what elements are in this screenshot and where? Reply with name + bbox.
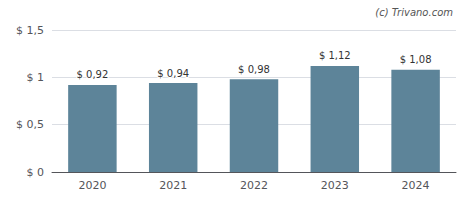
svg-text:$ 1,5: $ 1,5 [16,24,44,37]
svg-text:2020: 2020 [78,179,106,192]
svg-text:$ 0,94: $ 0,94 [157,68,189,79]
svg-text:$ 1: $ 1 [27,71,45,84]
svg-text:2022: 2022 [240,179,268,192]
svg-text:2024: 2024 [402,179,430,192]
svg-text:2021: 2021 [159,179,187,192]
svg-text:$ 0,92: $ 0,92 [76,69,108,80]
svg-text:$ 1,12: $ 1,12 [319,50,351,61]
svg-text:$ 0,98: $ 0,98 [238,64,270,75]
svg-text:2023: 2023 [321,179,349,192]
svg-text:$ 0,5: $ 0,5 [16,118,44,131]
svg-text:$ 1,08: $ 1,08 [400,54,432,65]
svg-text:$ 0: $ 0 [27,166,45,179]
svg-text:(c) Trivano.com: (c) Trivano.com [375,7,453,18]
